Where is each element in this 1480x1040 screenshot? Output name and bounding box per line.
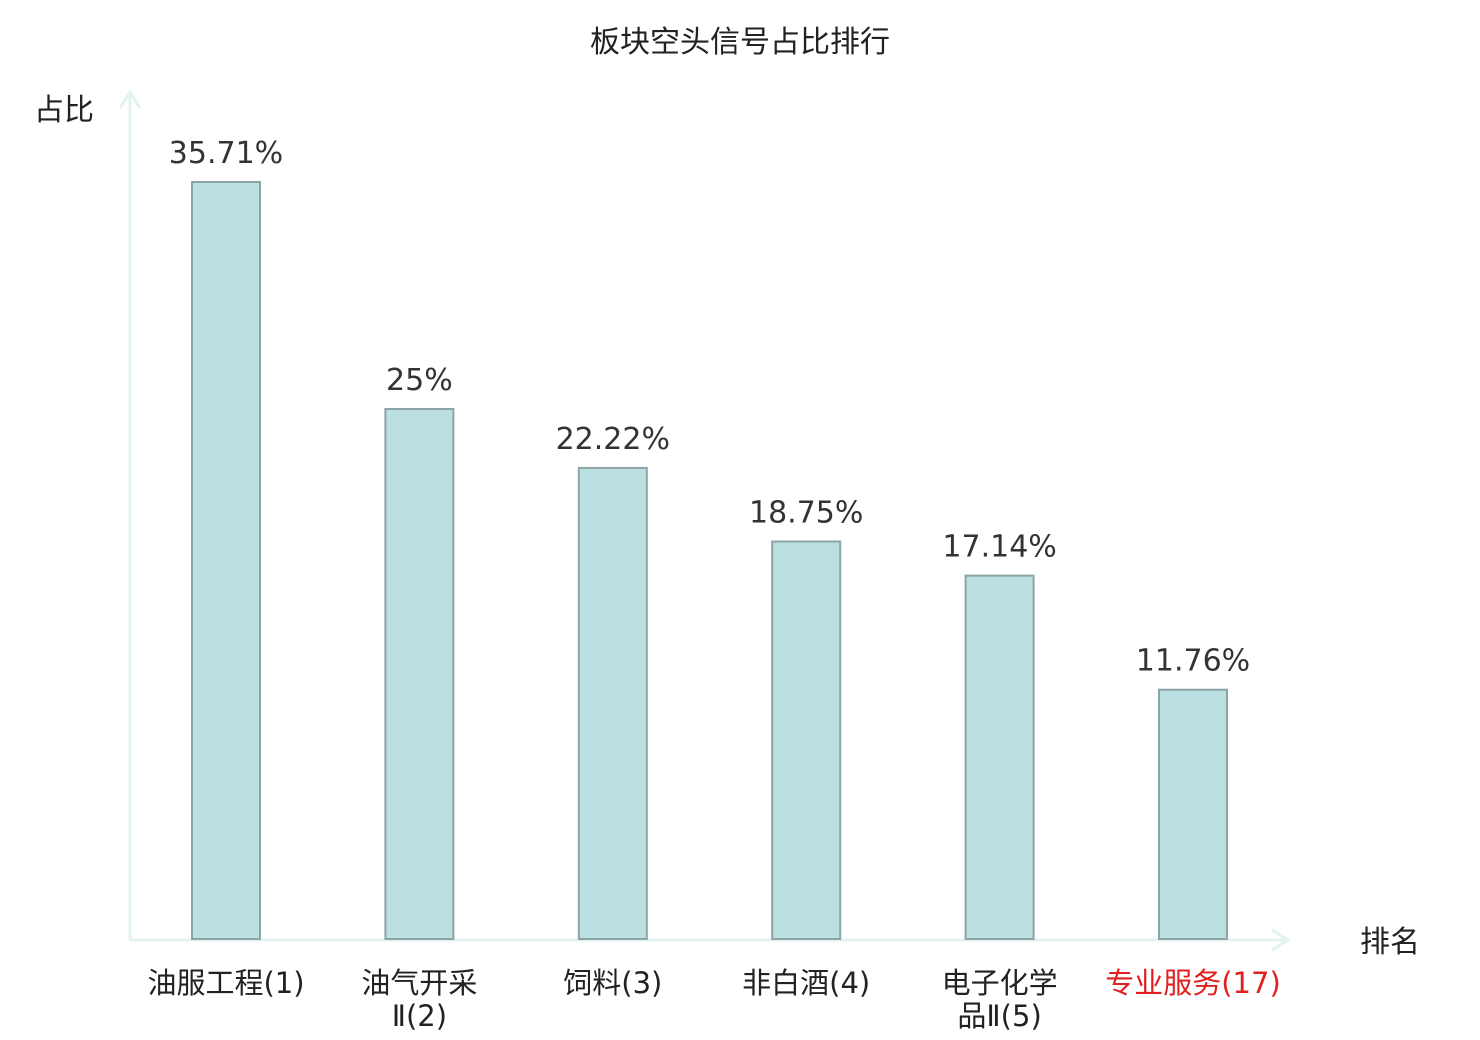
- category-label: 专业服务(17): [1105, 966, 1281, 1000]
- bar: [771, 540, 842, 940]
- bar: [384, 408, 455, 941]
- category-label: Ⅱ(2): [392, 999, 447, 1033]
- bar-value-label: 35.71%: [169, 136, 283, 171]
- x-axis-line: [130, 928, 1291, 952]
- bar-value-label: 11.76%: [1136, 644, 1250, 679]
- category-label: 品Ⅱ(5): [957, 999, 1041, 1033]
- category-label: 电子化学: [942, 966, 1058, 1000]
- bar: [964, 574, 1035, 941]
- value-labels-group: 35.71% 25% 22.22% 18.75% 17.14% 11.76%: [169, 136, 1250, 679]
- bar: [577, 466, 648, 940]
- bar-value-label: 22.22%: [556, 422, 670, 457]
- bar: [1158, 688, 1228, 941]
- bar-value-label: 18.75%: [749, 496, 863, 531]
- bar-value-label: 17.14%: [942, 530, 1056, 565]
- y-axis-line: [118, 89, 142, 940]
- bar-value-label: 25%: [386, 363, 453, 398]
- y-axis-label: 占比: [34, 93, 94, 128]
- bars-group: [191, 181, 1228, 941]
- bar: [191, 181, 261, 940]
- category-label: 饲料(3): [563, 966, 662, 1000]
- x-axis-label: 排名: [1360, 925, 1420, 960]
- category-label: 非白酒(4): [742, 966, 870, 1000]
- category-label: 油气开采: [361, 966, 477, 1000]
- chart-title: 板块空头信号占比排行: [590, 25, 890, 60]
- category-label: 油服工程(1): [147, 966, 304, 1000]
